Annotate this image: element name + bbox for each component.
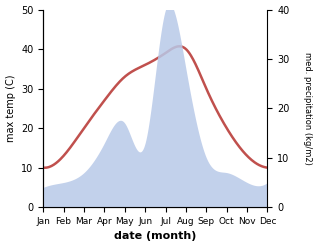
Y-axis label: max temp (C): max temp (C) [5, 75, 16, 142]
Y-axis label: med. precipitation (kg/m2): med. precipitation (kg/m2) [303, 52, 313, 165]
X-axis label: date (month): date (month) [114, 231, 197, 242]
